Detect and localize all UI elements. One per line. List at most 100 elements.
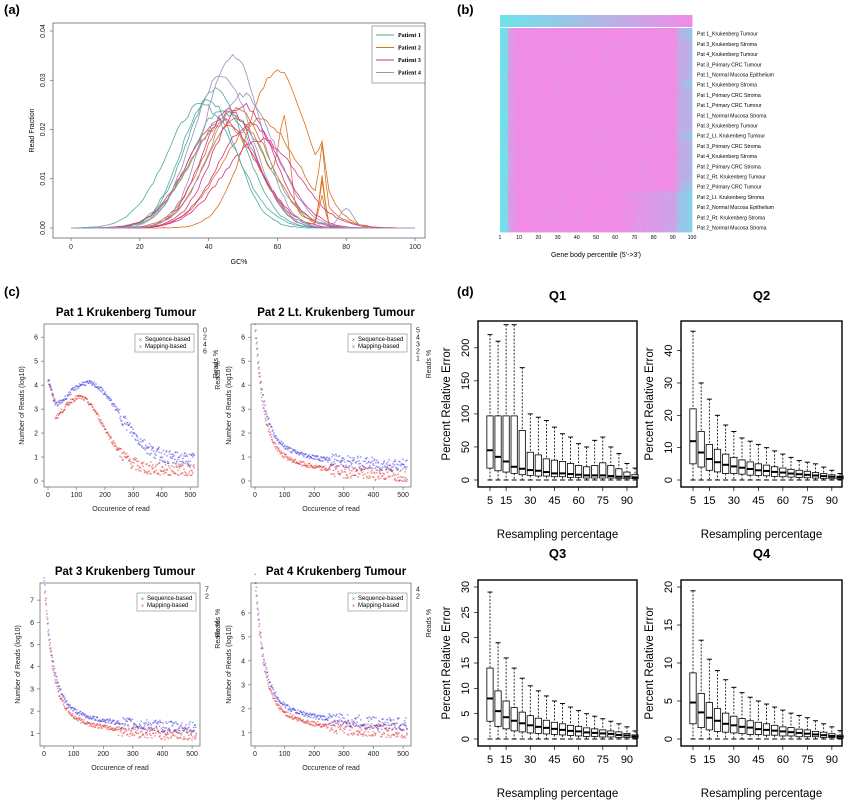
- data-point: ×: [130, 424, 133, 429]
- data-point: ×: [100, 421, 103, 426]
- legend: × Sequence-based× Mapping-based: [347, 333, 408, 353]
- data-point: ×: [156, 448, 159, 453]
- heatmap-cell: [634, 79, 639, 90]
- data-point: ×: [63, 697, 66, 702]
- data-point: ×: [310, 721, 313, 726]
- data-point: ×: [131, 728, 134, 733]
- heatmap-cell: [599, 221, 605, 233]
- color-key-cell: [572, 15, 578, 27]
- data-point: ×: [364, 725, 367, 730]
- data-point: ×: [70, 387, 73, 392]
- data-point: ×: [189, 452, 192, 457]
- data-point: ×: [331, 462, 334, 467]
- data-point: ×: [298, 711, 301, 716]
- x-tick-label: 20: [136, 244, 144, 251]
- data-point: ×: [70, 706, 73, 711]
- data-point: ×: [69, 399, 72, 404]
- data-point: ×: [269, 421, 272, 426]
- data-point: ×: [295, 451, 298, 456]
- data-point: ×: [130, 466, 133, 471]
- data-point: ×: [401, 721, 404, 726]
- heatmap-cell: [599, 38, 605, 49]
- data-point: ×: [294, 707, 297, 712]
- data-point: ×: [339, 458, 342, 463]
- heatmap-cell: [519, 28, 524, 39]
- data-point: ×: [112, 727, 115, 732]
- data-point: ×: [78, 384, 81, 389]
- heatmap-cell: [534, 99, 539, 110]
- heatmap-cell: [615, 48, 620, 59]
- data-point: ×: [374, 470, 377, 475]
- heatmap-cell: [549, 221, 555, 233]
- heatmap-cell: [565, 38, 570, 49]
- y-tick-label: 3: [30, 686, 34, 693]
- data-point: ×: [391, 464, 394, 469]
- data-point: ×: [80, 711, 83, 716]
- heatmap-row-label: Pat 2_Normal Mucosa Stroma: [697, 225, 767, 231]
- data-point: ×: [361, 469, 364, 474]
- heatmap-cell: [569, 119, 574, 131]
- data-point: ×: [309, 722, 312, 727]
- data-point: ×: [159, 455, 162, 460]
- data-point: ×: [116, 445, 119, 450]
- data-point: ×: [157, 471, 160, 476]
- data-point: ×: [61, 698, 64, 703]
- data-point: ×: [68, 390, 71, 395]
- data-point: ×: [75, 393, 78, 398]
- heatmap-cell: [665, 191, 670, 202]
- y2-tick-label: 3: [416, 342, 420, 349]
- heatmap-cell: [523, 48, 528, 59]
- heatmap-cell: [676, 89, 681, 100]
- data-point: ×: [64, 396, 67, 401]
- data-point: ×: [340, 462, 343, 467]
- y-tick-label: 40: [663, 345, 675, 357]
- data-point: ×: [292, 458, 295, 463]
- box-body: [534, 717, 542, 734]
- data-point: ×: [362, 476, 365, 481]
- heatmap-cell: [672, 160, 678, 172]
- data-point: ×: [362, 458, 365, 463]
- data-point: ×: [82, 719, 85, 724]
- heatmap-cell: [580, 181, 585, 192]
- legend: × Sequence-based× Mapping-based: [136, 592, 197, 612]
- data-point: ×: [98, 717, 101, 722]
- heatmap-cell: [549, 109, 555, 121]
- box-body: [722, 712, 730, 733]
- data-point: ×: [192, 454, 195, 459]
- data-point: ×: [55, 416, 58, 421]
- data-point: ×: [61, 692, 64, 697]
- data-point: ×: [278, 446, 281, 451]
- x-tick-label: 70: [632, 235, 638, 241]
- heatmap-cell: [645, 68, 651, 80]
- heatmap-cell: [538, 201, 543, 212]
- data-point: ×: [256, 345, 259, 350]
- heatmap-cell: [642, 140, 647, 151]
- data-point: ×: [371, 724, 374, 729]
- heatmap-cell: [688, 48, 693, 59]
- heatmap-cell: [630, 58, 635, 70]
- heatmap-cell: [523, 191, 528, 202]
- data-point: ×: [321, 458, 324, 463]
- data-point: ×: [124, 729, 127, 734]
- data-point: ×: [263, 658, 266, 663]
- data-point: ×: [311, 463, 314, 468]
- heatmap-cell: [634, 170, 639, 182]
- data-point: ×: [343, 469, 346, 474]
- data-point: ×: [110, 397, 113, 402]
- heatmap-cell: [603, 38, 608, 49]
- data-point: ×: [269, 686, 272, 691]
- data-point: ×: [183, 734, 186, 739]
- heatmap-cell: [592, 28, 597, 39]
- heatmap-cell: [661, 201, 666, 212]
- data-point: ×: [329, 466, 332, 471]
- data-point: ×: [155, 725, 158, 730]
- heatmap-cell: [607, 58, 612, 70]
- data-point: ×: [256, 592, 259, 597]
- data-point: ×: [191, 737, 194, 742]
- data-point: ×: [382, 720, 385, 725]
- heatmap-cell: [680, 38, 685, 49]
- heatmap-cell: [500, 119, 505, 131]
- color-key-cell: [524, 15, 530, 27]
- data-point: ×: [179, 724, 182, 729]
- data-point: ×: [128, 457, 131, 462]
